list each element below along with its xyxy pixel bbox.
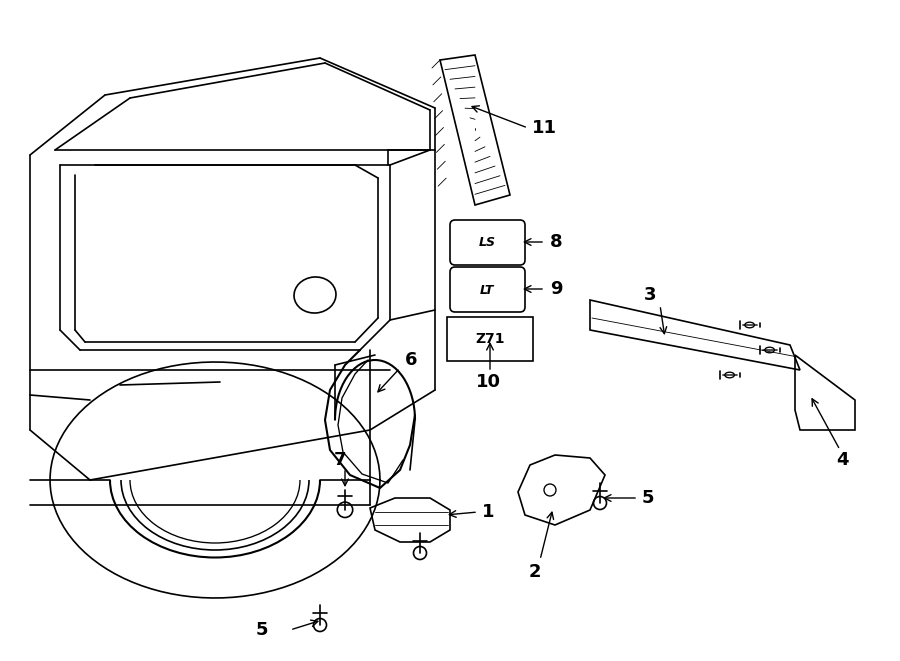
Text: LT: LT (480, 284, 494, 297)
Text: 5: 5 (642, 489, 654, 507)
Text: 3: 3 (644, 286, 656, 304)
Text: 11: 11 (532, 119, 557, 137)
Text: 4: 4 (836, 451, 848, 469)
Text: LS: LS (479, 237, 496, 249)
Text: 2: 2 (529, 563, 541, 581)
Text: 1: 1 (482, 503, 494, 521)
Text: 8: 8 (550, 233, 562, 251)
Text: 6: 6 (405, 351, 418, 369)
Text: 10: 10 (475, 373, 500, 391)
Text: 5: 5 (256, 621, 268, 639)
Text: Z71: Z71 (475, 332, 505, 346)
Text: 9: 9 (550, 280, 562, 298)
Text: 7: 7 (334, 451, 346, 469)
